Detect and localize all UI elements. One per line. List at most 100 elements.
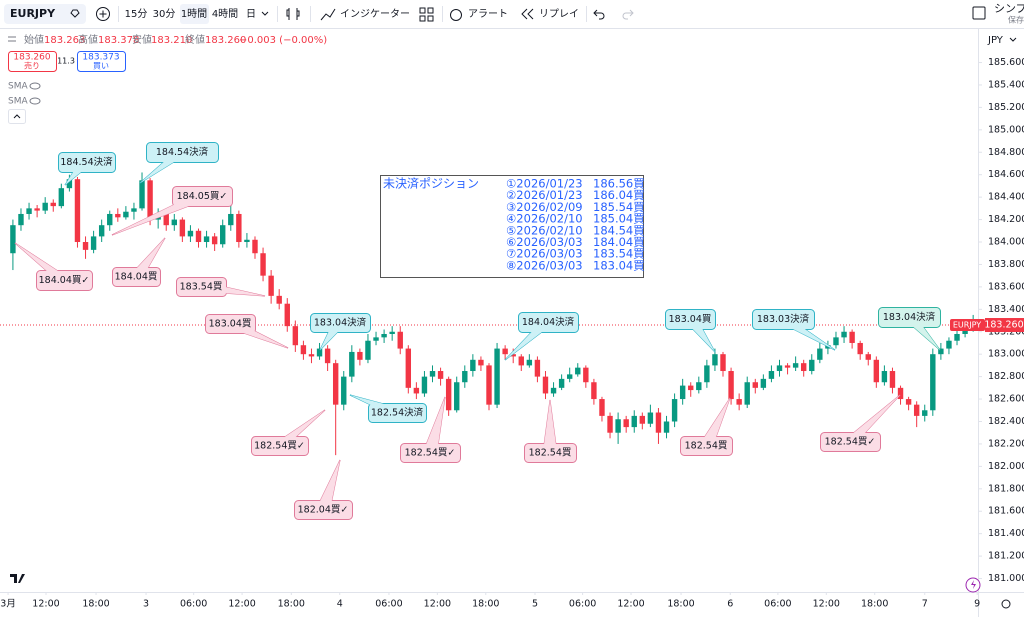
- y-tick-label: 185.400: [988, 79, 1024, 90]
- compare-button[interactable]: [96, 7, 110, 21]
- callout-label: 182.54買✓: [825, 437, 876, 448]
- visibility-toggle[interactable]: [29, 82, 41, 90]
- currency: JPY: [987, 35, 1004, 46]
- candle-body: [736, 399, 742, 405]
- position-id: ⑥2026/03/03: [506, 235, 583, 249]
- buy-button[interactable]: [77, 51, 126, 72]
- candle-body: [429, 371, 436, 377]
- layout-checkbox[interactable]: [972, 6, 986, 20]
- callout-fill: [879, 308, 940, 327]
- y-tick-label: 185.600: [988, 57, 1024, 68]
- y-tick-label: 183.600: [988, 281, 1024, 292]
- candle-body: [244, 239, 250, 243]
- collapse-legend[interactable]: [8, 109, 26, 124]
- interval-button[interactable]: 1時間: [181, 8, 207, 20]
- candle-body: [623, 419, 629, 428]
- candle-body: [575, 367, 581, 375]
- interval-button[interactable]: 日: [246, 9, 256, 20]
- candle-body: [107, 213, 113, 226]
- y-tick-label: 184.800: [988, 147, 1024, 158]
- callout-label: 182.54買✓: [254, 441, 305, 452]
- candle-body: [308, 354, 315, 357]
- visibility-toggle[interactable]: [29, 97, 41, 105]
- candle-body: [332, 363, 339, 405]
- templates-button[interactable]: [419, 7, 434, 22]
- settings-button[interactable]: [1001, 599, 1011, 609]
- candle-body: [171, 219, 177, 226]
- candle-body: [801, 363, 807, 372]
- interval-button[interactable]: 15分: [125, 8, 148, 20]
- x-tick-label: 06:00: [375, 599, 402, 610]
- x-tick-label: 18:00: [278, 599, 305, 610]
- layout-name[interactable]: シンプ: [994, 2, 1024, 15]
- callout-label: 183.04買: [209, 319, 252, 330]
- high-value: 183.378: [98, 35, 139, 46]
- sell-price: 183.260: [13, 53, 50, 63]
- x-tick-label: 18:00: [472, 599, 499, 610]
- undo-button[interactable]: [593, 9, 605, 20]
- candle-body: [679, 385, 686, 400]
- replay-button[interactable]: リプレイ: [539, 8, 579, 20]
- callout-fill: [821, 433, 880, 451]
- symbol-tag: EURJPY: [953, 321, 981, 330]
- callout-label: 184.04買: [115, 272, 158, 283]
- position-price: 183.54買: [593, 247, 645, 261]
- redo-button[interactable]: [622, 9, 634, 20]
- interval-active: [180, 4, 209, 24]
- x-tick-label: 6: [727, 599, 733, 610]
- interval-button[interactable]: 4時間: [212, 8, 238, 20]
- y-tick-label: 181.200: [988, 551, 1024, 562]
- candle-body: [784, 365, 791, 368]
- currency-dropdown[interactable]: [1009, 37, 1017, 42]
- candle-body: [357, 351, 363, 360]
- y-tick-label: 181.000: [988, 573, 1024, 584]
- sell-button[interactable]: [8, 51, 57, 72]
- candle-body: [10, 225, 16, 254]
- interval-dropdown[interactable]: [261, 11, 269, 16]
- alert-button[interactable]: アラート: [468, 8, 508, 20]
- candle-body: [865, 354, 871, 360]
- candle-body: [454, 382, 460, 411]
- callout-fill: [525, 444, 576, 462]
- buy-label: 買い: [93, 62, 109, 71]
- callout-label: 183.04決済: [314, 317, 367, 329]
- candle-body: [90, 236, 97, 250]
- candle-body: [98, 225, 105, 237]
- candle-body: [470, 359, 476, 372]
- compare-plus: [99, 10, 107, 18]
- candle-body: [930, 354, 936, 411]
- save-button[interactable]: 保存: [1008, 15, 1024, 25]
- candle-body: [696, 382, 702, 391]
- positions-title: 未決済ポジション: [383, 176, 479, 191]
- callout-pointer-fill: [423, 397, 445, 453]
- callout-pointer-fill: [699, 398, 730, 446]
- alert-icon: [450, 9, 462, 21]
- spread: 11.3: [57, 57, 75, 66]
- candle-body: [284, 303, 290, 327]
- candle-body: [413, 387, 420, 394]
- candle-body: [50, 202, 56, 207]
- low-label: 安値: [132, 33, 152, 46]
- candle-body: [897, 387, 904, 400]
- candle-body: [720, 354, 726, 372]
- symbol-search[interactable]: [4, 4, 86, 24]
- callout-fill: [173, 187, 232, 206]
- price-tag: 183.260: [984, 320, 1023, 331]
- legend-toggle[interactable]: [8, 36, 16, 42]
- position-price: 184.54買: [593, 223, 645, 237]
- callout-fill: [252, 437, 308, 455]
- candle-body: [486, 365, 492, 405]
- callout-pointer-fill: [430, 397, 445, 458]
- candle-body: [203, 236, 210, 243]
- candle-body: [913, 404, 920, 416]
- indicators-button[interactable]: インジケーター: [340, 8, 410, 20]
- positions-box: [380, 175, 644, 278]
- x-tick-label: 3: [143, 599, 149, 610]
- interval-button[interactable]: 30分: [153, 8, 176, 20]
- candle-body: [663, 421, 670, 433]
- y-tick-label: 185.000: [988, 124, 1024, 135]
- candle-body: [841, 331, 847, 338]
- x-tick-label: 4: [337, 599, 343, 610]
- chart-type-button[interactable]: [286, 8, 300, 20]
